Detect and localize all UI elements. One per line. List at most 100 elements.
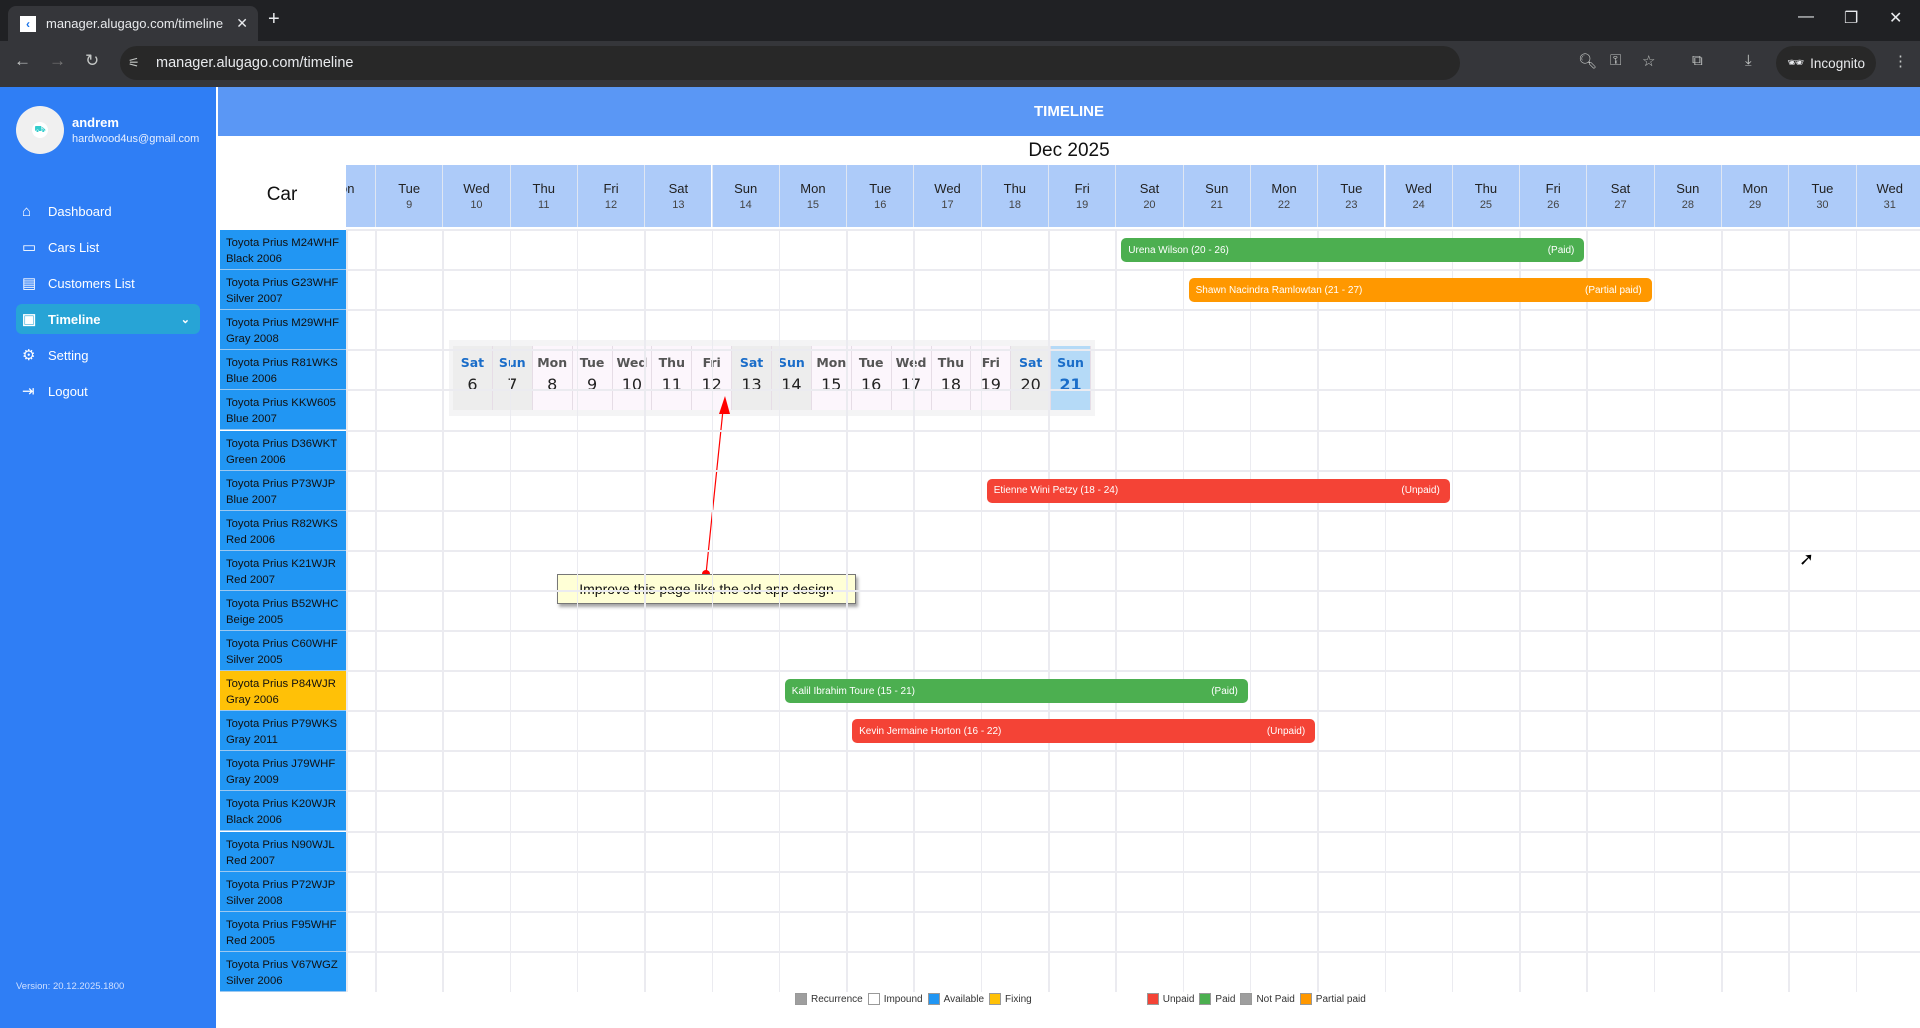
legend-label: Partial paid [1315,993,1366,1005]
restore-icon[interactable]: ❐ [1844,10,1859,27]
date-strip-number: 16 [861,375,882,394]
car-icon: ▭ [22,239,37,256]
grid-column-line [1451,230,1454,992]
day-weekday: Tue [398,181,421,196]
day-number: 9 [406,199,413,211]
car-row-label[interactable]: Toyota Prius M29WHF Gray 2008 [220,310,346,351]
booking-bar[interactable]: Urena Wilson (20 - 26) (Paid) [1121,238,1585,262]
chevron-down-icon[interactable]: ⌄ [180,313,190,326]
lens-icon[interactable]: ⧉ [1692,52,1703,69]
date-strip-day: Thu 18 [931,346,972,410]
car-row-label[interactable]: Toyota Prius J79WHF Gray 2009 [220,751,346,792]
sidebar-item-customers-list[interactable]: ▤ Customers List [16,268,200,298]
car-row-label[interactable]: Toyota Prius P84WJR Gray 2006 [220,671,346,712]
legend-label: Fixing [1005,993,1032,1005]
back-icon[interactable]: ← [14,51,31,70]
car-details: Red 2005 [226,934,275,947]
car-details: Black 2006 [226,814,282,827]
car-row-label[interactable]: Toyota Prius K21WJR Red 2007 [220,550,346,591]
car-row-label[interactable]: Toyota Prius C60WHF Silver 2005 [220,631,346,672]
password-key-icon[interactable]: ⚿ [1610,52,1622,69]
sidebar-item-cars-list[interactable]: ▭ Cars List [16,232,200,262]
car-row-label[interactable]: Toyota Prius D36WKT Green 2006 [220,430,346,471]
day-header: Fri 26 [1519,165,1587,227]
sidebar-item-timeline[interactable]: ▣ Timeline ⌄ [16,304,200,334]
day-weekday: Wed [1405,181,1432,196]
day-number: 13 [672,199,685,211]
new-tab-button[interactable]: + [268,8,280,30]
sidebar-item-dashboard[interactable]: ⌂ Dashboard [16,196,200,226]
car-row-label[interactable]: Toyota Prius P73WJP Blue 2007 [220,470,346,511]
car-row-label[interactable]: Toyota Prius M24WHF Black 2006 [220,230,346,271]
avatar[interactable]: ⛟ [16,106,64,154]
menu-kebab-icon[interactable]: ⋮ [1893,53,1908,70]
day-header: Fri 12 [576,165,645,227]
car-model: Toyota Prius R82WKS [226,517,338,530]
date-strip-day: Sun 21 [1051,346,1091,410]
car-row-label[interactable]: Toyota Prius N90WJL Red 2007 [220,831,346,872]
car-row-label[interactable]: Toyota Prius G23WHF Silver 2007 [220,270,346,311]
car-row-label[interactable]: Toyota Prius P72WJP Silver 2008 [220,871,346,912]
car-row-label[interactable]: Toyota Prius P79WKS Gray 2011 [220,711,346,752]
close-tab-icon[interactable]: ✕ [236,15,248,31]
legend-swatch [989,993,1002,1005]
car-row-label[interactable]: Toyota Prius K20WJR Black 2006 [220,791,346,832]
grid-column-line [1586,230,1588,992]
day-weekday: Thu [532,181,555,196]
car-details: Silver 2007 [226,293,283,306]
date-strip-weekday: Sun [498,355,526,370]
car-details: Blue 2006 [226,373,277,386]
close-window-icon[interactable]: ✕ [1889,10,1903,27]
day-number: 24 [1412,199,1425,211]
booking-status: (Paid) [1547,244,1575,256]
mouse-cursor-icon: ➚ [1799,549,1815,569]
booking-bar[interactable]: Kalil Ibrahim Toure (15 - 21) (Paid) [784,679,1248,704]
site-settings-icon[interactable]: ⚟ [128,55,140,70]
day-weekday: Mon [346,181,355,196]
legend-label: Unpaid [1162,993,1195,1005]
grid-column-line [644,230,646,992]
minimize-icon[interactable]: — [1798,8,1814,25]
booking-bar[interactable]: Shawn Nacindra Ramlowtan (21 - 27) (Parti… [1188,278,1652,303]
reload-icon[interactable]: ↻ [85,51,100,70]
zoom-icon[interactable]: 🔍︎ [1578,53,1598,70]
car-row-label[interactable]: Toyota Prius R81WKS Blue 2006 [220,350,346,391]
car-model: Toyota Prius R81WKS [226,357,338,370]
car-row-label[interactable]: Toyota Prius V67WGZ Silver 2006 [220,951,346,992]
forward-icon[interactable]: → [49,51,66,70]
booking-status: (Unpaid) [1266,725,1306,737]
day-weekday: Mon [1271,181,1297,196]
day-header: Sat 13 [644,165,712,227]
car-row-label[interactable]: Toyota Prius R82WKS Red 2006 [220,510,346,551]
date-strip-number: 20 [1020,375,1041,394]
date-strip-weekday: Mon [816,355,847,370]
day-number: 30 [1816,199,1829,211]
date-strip-day: Sat 13 [732,346,772,410]
car-row-label[interactable]: Toyota Prius F95WHF Red 2005 [220,911,346,952]
car-model: Toyota Prius D36WKT [226,437,338,450]
date-strip-weekday: Sat [739,355,764,370]
grid-row-line [346,509,1920,512]
incognito-badge[interactable]: 🕶︎ Incognito [1776,46,1876,80]
booking-bar[interactable]: Kevin Jermaine Horton (16 - 22) (Unpaid) [852,719,1316,744]
logout-icon: ⇥ [22,383,35,400]
browser-tab[interactable]: ‹ manager.alugago.com/timeline ✕ [8,6,258,41]
sidebar-item-logout[interactable]: ⇥ Logout [16,376,200,406]
sidebar-item-setting[interactable]: ⚙ Setting [16,340,200,370]
url-input[interactable]: ⚟ manager.alugago.com/timeline [120,46,1460,80]
date-strip-weekday: Thu [937,355,965,370]
grid-row-line [346,469,1920,472]
sidebar-item-label: Logout [48,383,88,399]
download-icon[interactable]: ⤓ [1745,52,1752,69]
timeline-icon: ▣ [22,311,37,328]
car-row-label[interactable]: Toyota Prius KKW605 Blue 2007 [220,390,346,431]
day-header: Mon 22 [1249,165,1318,227]
booking-bar[interactable]: Etienne Wini Petzy (18 - 24) (Unpaid) [986,478,1450,503]
bookmark-star-icon[interactable]: ☆ [1642,53,1656,70]
day-number: 23 [1345,199,1358,211]
grid-column-line [1115,230,1117,992]
date-strip-day: Wed 17 [891,346,932,410]
grid-column-line [1317,230,1319,992]
car-row-label[interactable]: Toyota Prius B52WHC Beige 2005 [220,590,346,631]
grid-row-line [346,389,1920,392]
